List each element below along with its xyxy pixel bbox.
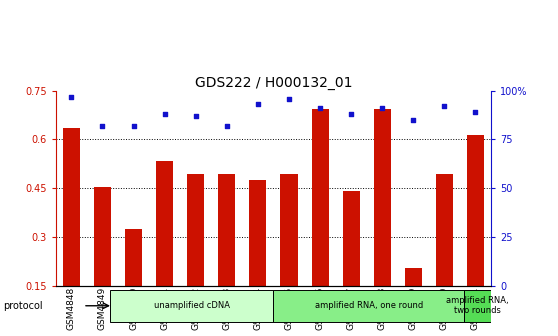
- Bar: [187, 173, 204, 286]
- Point: [409, 117, 418, 123]
- Bar: [63, 128, 80, 286]
- Bar: [125, 229, 142, 286]
- Point: [378, 106, 387, 111]
- Point: [347, 112, 355, 117]
- Point: [222, 123, 231, 128]
- Point: [471, 110, 480, 115]
- Bar: [218, 173, 235, 286]
- Point: [160, 112, 169, 117]
- Text: protocol: protocol: [3, 301, 42, 311]
- Text: amplified RNA, one round: amplified RNA, one round: [315, 301, 423, 310]
- Bar: [94, 186, 111, 286]
- Point: [285, 96, 294, 101]
- Text: unamplified cDNA: unamplified cDNA: [154, 301, 230, 310]
- Bar: [343, 192, 360, 286]
- Point: [253, 102, 262, 107]
- Bar: [405, 268, 422, 286]
- Point: [67, 94, 76, 99]
- Point: [440, 103, 449, 109]
- Bar: [249, 180, 266, 286]
- Bar: [436, 173, 453, 286]
- Bar: [467, 135, 484, 286]
- Point: [98, 123, 107, 128]
- Bar: [156, 161, 173, 286]
- Bar: [311, 109, 329, 286]
- Text: amplified RNA,
two rounds: amplified RNA, two rounds: [446, 296, 509, 316]
- Point: [316, 106, 325, 111]
- Bar: [273, 290, 464, 322]
- Point: [129, 123, 138, 128]
- Bar: [110, 290, 273, 322]
- Bar: [281, 173, 297, 286]
- Bar: [464, 290, 491, 322]
- Title: GDS222 / H000132_01: GDS222 / H000132_01: [195, 76, 352, 90]
- Bar: [374, 109, 391, 286]
- Point: [191, 113, 200, 119]
